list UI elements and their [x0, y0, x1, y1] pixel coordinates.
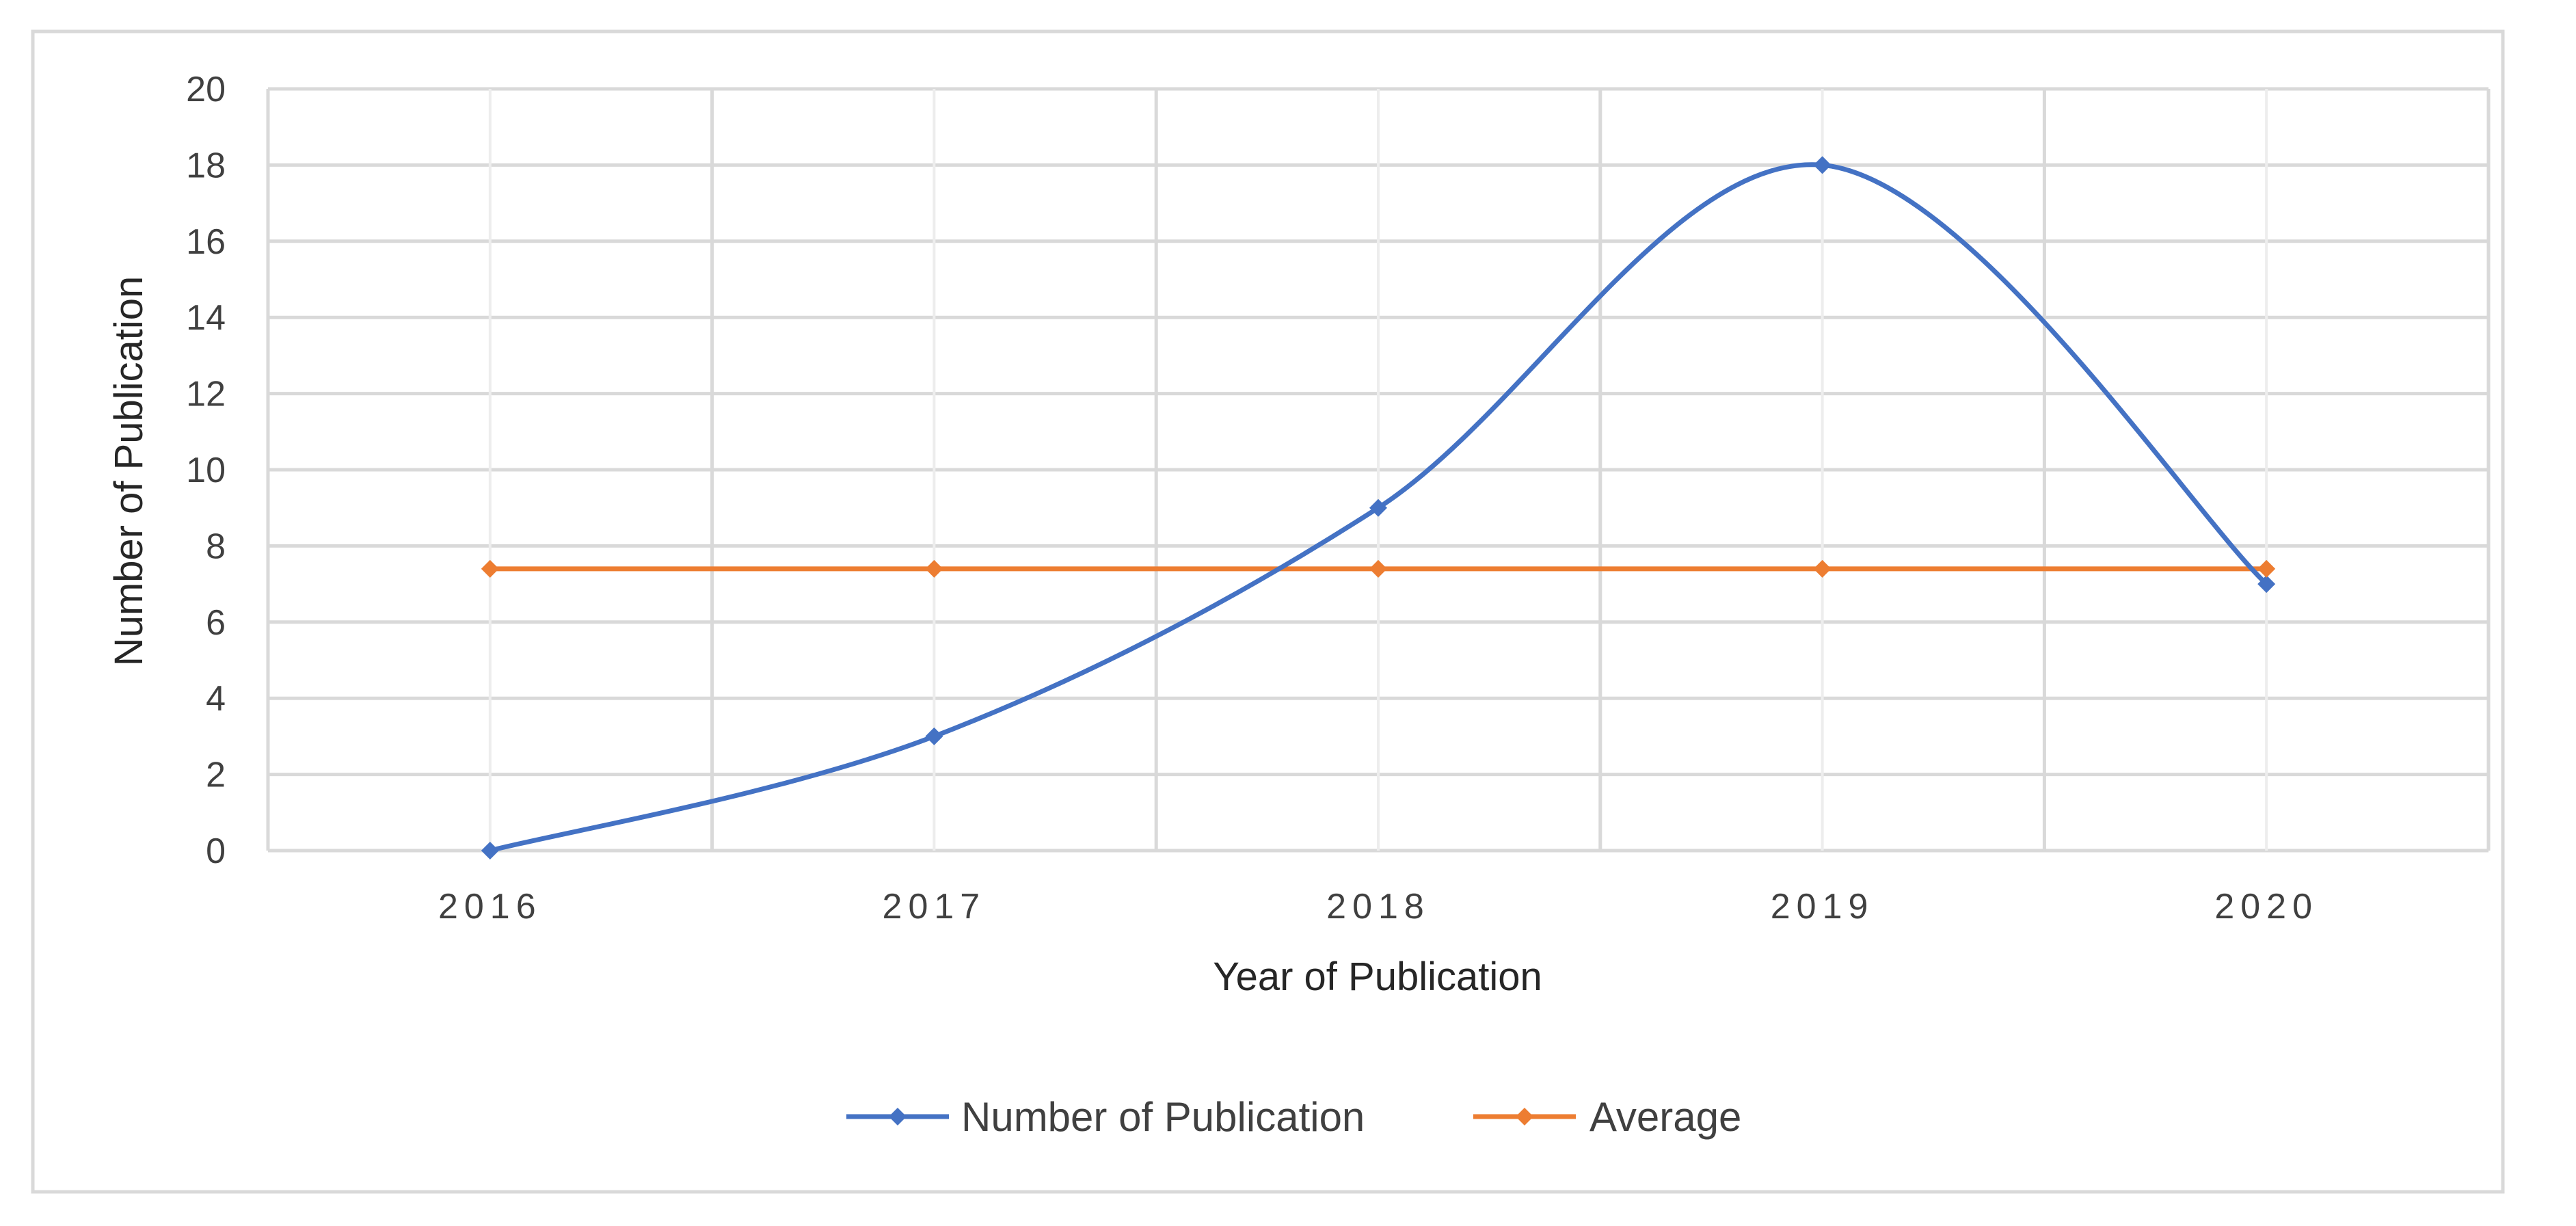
y-tick-label: 16 [186, 222, 226, 262]
y-tick-label: 12 [186, 375, 226, 414]
chart-frame [31, 29, 2505, 1194]
data-point-number-of-publication [2257, 575, 2276, 594]
y-axis-ticks: 0 2 4 6 8 10 12 14 16 18 20 [186, 70, 226, 871]
y-tick-label: 6 [206, 603, 226, 643]
legend-swatch-marker [889, 1108, 907, 1125]
y-tick-label: 4 [206, 679, 226, 719]
y-tick-label: 20 [186, 70, 226, 109]
data-point-number-of-publication [925, 727, 943, 745]
legend-label: Average [1589, 1094, 1741, 1140]
data-point-number-of-publication [1813, 156, 1832, 174]
legend: Number of Publication Average [846, 1094, 1741, 1140]
y-tick-label: 0 [206, 831, 226, 871]
data-point-number-of-publication [481, 842, 499, 859]
data-point-average [1369, 559, 1387, 578]
x-axis-title: Year of Publication [1213, 955, 1542, 999]
y-tick-label: 8 [206, 527, 226, 566]
y-axis-title: Number of Publication [107, 276, 151, 667]
data-point-number-of-publication [1369, 498, 1387, 517]
y-tick-label: 10 [186, 451, 226, 490]
data-point-average [481, 559, 499, 578]
x-tick-label: 2019 [1771, 887, 1875, 927]
y-tick-label: 18 [186, 146, 226, 185]
x-tick-label: 2016 [438, 887, 542, 927]
x-axis-ticks: 2016 2017 2018 2019 2020 [438, 887, 2318, 927]
series-lines [481, 156, 2276, 859]
x-tick-label: 2020 [2214, 887, 2318, 927]
series-line-number-of-publication [487, 162, 2269, 853]
x-tick-label: 2017 [883, 887, 987, 927]
x-tick-label: 2018 [1326, 887, 1430, 927]
data-point-average [1813, 559, 1832, 578]
data-point-average [925, 559, 943, 578]
y-tick-label: 14 [186, 298, 226, 338]
legend-label: Number of Publication [961, 1094, 1365, 1140]
data-point-average [2257, 559, 2276, 578]
y-tick-label: 2 [206, 756, 226, 795]
gridlines [266, 87, 2491, 853]
legend-swatch-marker [1516, 1108, 1533, 1125]
